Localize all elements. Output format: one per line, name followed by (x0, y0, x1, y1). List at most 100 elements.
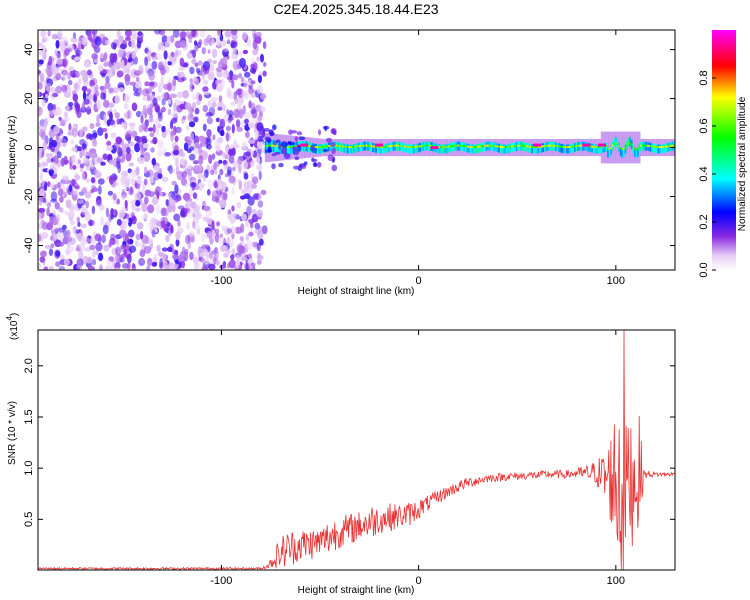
spectrogram-noise-cell (201, 47, 206, 55)
spectrogram-noise-cell (46, 181, 51, 187)
spectrogram-noise-cell (157, 83, 163, 93)
spectrogram-noise-cell (188, 231, 195, 237)
spectrogram-noise-cell (130, 200, 136, 205)
spectrogram-noise-cell (260, 189, 267, 195)
spectrogram-noise-cell (76, 216, 81, 223)
spectrogram-noise-cell (83, 99, 91, 105)
spectrogram-noise-cell (140, 230, 144, 240)
spectrogram-noise-cell (38, 262, 42, 269)
spectrogram-halo-cell (607, 131, 609, 164)
spectrogram-center-cell (522, 144, 524, 147)
spectrogram-noise-cell (155, 125, 159, 135)
spectrogram-noise-cell (175, 263, 179, 268)
spectrogram-center-cell (294, 145, 297, 148)
spectrogram-noise-cell (40, 44, 46, 54)
spectrogram-noise-cell (44, 84, 51, 94)
spectrogram-noise-cell (108, 87, 114, 94)
spectrogram-center-cell (421, 145, 423, 147)
spectrogram-noise-cell (220, 130, 225, 137)
spectrogram-noise-cell (244, 112, 252, 119)
spectrogram-center-cell (594, 146, 597, 148)
spectrogram-noise-cell (55, 72, 62, 81)
spectrogram-ridge-cell (387, 143, 390, 152)
spectrogram-center-cell (272, 144, 275, 147)
spectrogram-noise-cell (111, 247, 118, 256)
spectrogram-halo-cell (608, 131, 611, 164)
spectrogram-noise-cell (60, 43, 66, 53)
spectrogram-ridge-cell (654, 144, 657, 153)
spectrogram-noise-cell (73, 82, 79, 90)
spectrogram-noise-cell (157, 111, 163, 119)
spectrogram-noise-cell (179, 57, 185, 67)
spectrogram-noise-cell (165, 235, 170, 242)
spectrogram-noise-cell (198, 135, 206, 142)
spectrogram-noise-cell (262, 41, 267, 49)
spectrogram-noise-cell (219, 233, 224, 238)
spectrogram-noise-cell (123, 120, 128, 130)
spectrogram-ridge-cell (356, 143, 359, 153)
spectrogram-center-cell (574, 145, 576, 148)
spectrogram-center-cell (596, 146, 598, 149)
spectrogram-noise-cell (256, 56, 260, 62)
spectrogram-noise-cell (80, 236, 88, 245)
spectrogram-noise-cell (96, 157, 103, 163)
spectrogram-noise-cell (245, 154, 252, 163)
spectrogram-ridge-cell (563, 144, 565, 154)
spectrogram-noise-cell (93, 45, 101, 54)
spectrogram-noise-cell (255, 31, 262, 38)
spectrogram-noise-cell (252, 30, 257, 39)
spectrogram-center-cell (465, 145, 467, 148)
spectrogram-center-cell (373, 145, 376, 148)
spectrogram-ridge-cell (618, 143, 620, 152)
spectrogram-noise-cell (256, 139, 264, 150)
spectrogram-noise-cell (112, 87, 119, 94)
spectrogram-center-cell (542, 145, 545, 148)
spectrogram-noise-cell (178, 49, 182, 56)
spectrogram-noise-cell (104, 266, 112, 270)
spectrogram-noise-cell (174, 50, 179, 58)
spectrogram-noise-cell (257, 114, 262, 122)
spectrogram-center-cell (288, 146, 291, 148)
spectrogram-noise-cell (186, 125, 190, 131)
spectrogram-center-cell (469, 146, 472, 148)
spectrogram-noise-cell (243, 80, 248, 89)
spectrogram-noise-cell (225, 145, 229, 153)
spectrogram-center-cell (307, 145, 310, 147)
spectrogram-noise-cell (110, 66, 116, 73)
spectrogram-noise-cell (74, 175, 81, 181)
spectrogram-noise-cell (193, 216, 198, 224)
spectrogram-center-cell (375, 145, 377, 148)
spectrogram-noise-cell (188, 121, 196, 128)
spectrogram-ridge-cell (574, 143, 576, 152)
spectrogram-noise-cell (206, 138, 211, 144)
spectrogram-noise-cell (52, 92, 59, 98)
spectrogram-ridge-cell (474, 144, 477, 154)
spectrogram-ridge-cell (634, 147, 636, 157)
spectrogram-noise-cell (63, 155, 68, 166)
spectrogram-center-cell (452, 144, 455, 147)
spectrogram-noise-cell (219, 264, 227, 269)
spectrogram-noise-cell (170, 35, 175, 43)
spectrogram-noise-cell (112, 210, 116, 216)
spectrogram-noise-cell (258, 238, 264, 246)
spectrogram-noise-cell (171, 249, 179, 255)
spectrogram-noise-cell (223, 252, 229, 258)
spectrogram-noise-cell (127, 217, 133, 227)
spectrogram-noise-cell (231, 205, 235, 212)
spectrogram-noise-cell (147, 49, 152, 57)
spectrogram-ridge-cell (473, 144, 475, 154)
spectrogram-noise-cell (70, 155, 76, 166)
spectrogram-noise-cell (167, 98, 172, 105)
spectrogram-noise-cell (187, 113, 194, 122)
spectrogram-noise-cell (245, 234, 250, 241)
spectrogram-noise-cell (142, 95, 147, 101)
spectrogram-center-cell (441, 146, 444, 149)
spectrogram-noise-cell (52, 226, 59, 232)
spectrogram-noise-cell (82, 157, 89, 165)
spectrogram-noise-cell (53, 229, 61, 239)
spectrogram-noise-cell (160, 76, 164, 86)
spectrogram-noise-cell (198, 94, 203, 102)
spectrogram-noise-cell (135, 76, 140, 82)
spectrogram-noise-cell (161, 35, 168, 43)
spectrogram-ridge-cell (378, 144, 381, 154)
